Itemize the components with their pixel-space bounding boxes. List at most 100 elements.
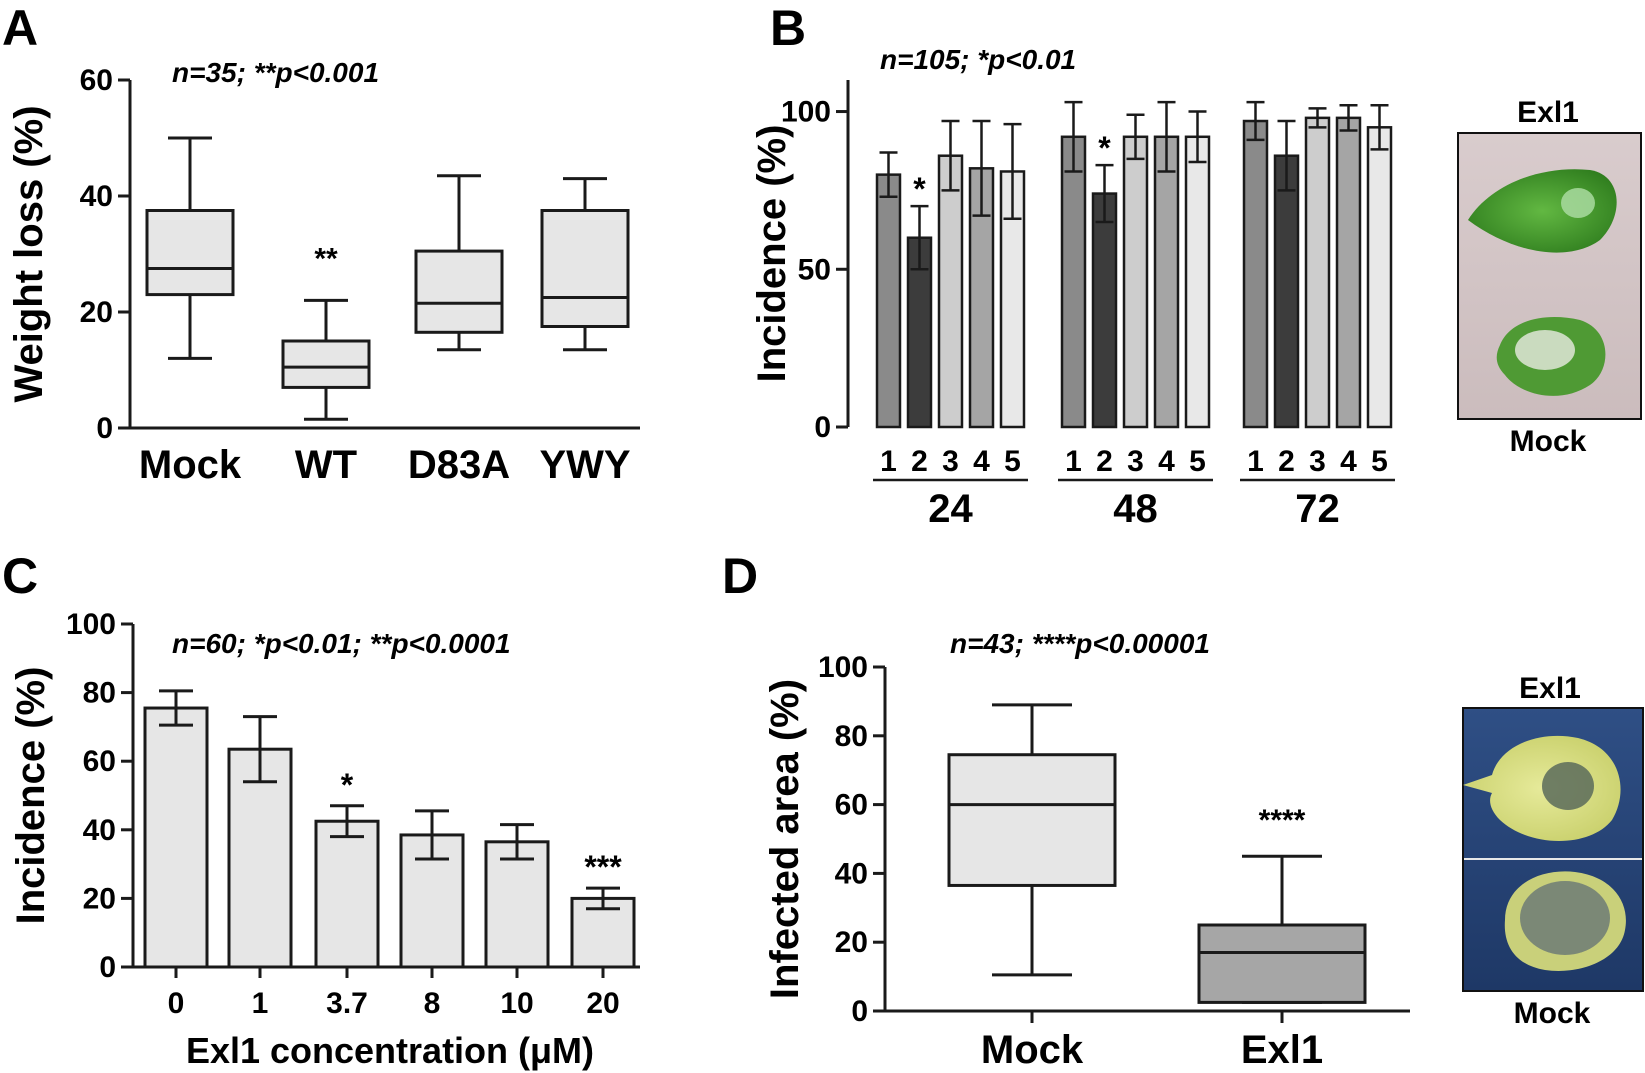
category-label: Mock xyxy=(981,1028,1084,1072)
bar xyxy=(1273,154,1300,429)
photo-b-top-label: Exl1 xyxy=(1517,96,1579,129)
panel-letter-b: B xyxy=(770,0,806,56)
bar xyxy=(143,706,209,969)
bar-index-label: 5 xyxy=(1189,445,1206,478)
y-tick-label: 0 xyxy=(99,951,116,984)
stats-annotation-c: n=60; *p<0.01; **p<0.0001 xyxy=(172,628,511,659)
box-iqr xyxy=(281,339,371,389)
y-tick-label: 0 xyxy=(96,412,113,445)
photo-d-top-label: Exl1 xyxy=(1519,672,1581,705)
x-axis-title: Exl1 concentration (μM) xyxy=(186,1030,594,1071)
lesion-mock-d xyxy=(1520,881,1610,955)
y-tick-label: 40 xyxy=(835,857,868,890)
bar xyxy=(1060,135,1087,429)
y-tick-label: 20 xyxy=(835,926,868,959)
bar-index-label: 4 xyxy=(1158,445,1175,478)
bar xyxy=(1184,135,1211,429)
y-tick-label: 0 xyxy=(814,411,831,444)
bar xyxy=(1091,192,1118,429)
x-tick-label: 8 xyxy=(424,987,441,1020)
y-tick-label: 80 xyxy=(835,720,868,753)
box-iqr xyxy=(414,249,504,334)
y-tick-label: 100 xyxy=(781,96,831,129)
leaf-photo-d: Exl1 Mock xyxy=(1462,672,1644,1030)
y-axis-title: Incidence (%) xyxy=(9,667,53,925)
bar-index-label: 5 xyxy=(1371,445,1388,478)
leaf-photo-b: Exl1 Mock xyxy=(1457,96,1642,458)
bar xyxy=(1242,119,1269,429)
bar-index-label: 5 xyxy=(1004,445,1021,478)
photo-b-bottom-label: Mock xyxy=(1510,425,1587,458)
box-iqr xyxy=(1197,923,1367,1004)
lesion-b xyxy=(1515,330,1575,370)
y-tick-label: 50 xyxy=(798,253,831,286)
x-tick-label: 0 xyxy=(168,987,185,1020)
significance-mark: ** xyxy=(314,242,338,275)
bar xyxy=(1122,135,1149,429)
bar-index-label: 4 xyxy=(1340,445,1357,478)
stats-annotation-d: n=43; ****p<0.00001 xyxy=(950,628,1210,659)
bar-index-label: 1 xyxy=(1065,445,1082,478)
y-tick-label: 80 xyxy=(83,677,116,710)
y-tick-label: 20 xyxy=(83,882,116,915)
box-iqr xyxy=(947,753,1117,887)
stats-annotation-a: n=35; **p<0.001 xyxy=(172,57,379,88)
bar xyxy=(484,840,550,969)
chart-c: 0 20 40 60 80 100 Incidence (%) 0 1 * 3.7 8 10 *** 20 E… xyxy=(9,608,640,1071)
y-axis-title: Incidence (%) xyxy=(750,125,794,383)
x-tick-label: 10 xyxy=(500,987,533,1020)
category-label: YWY xyxy=(539,443,630,487)
y-tick-label: 40 xyxy=(83,814,116,847)
significance-mark: * xyxy=(913,171,926,207)
bar-index-label: 3 xyxy=(942,445,959,478)
y-tick-label: 100 xyxy=(818,651,868,684)
bar-index-label: 3 xyxy=(1309,445,1326,478)
y-tick-label: 60 xyxy=(83,745,116,778)
box-iqr xyxy=(145,209,235,297)
photo-d-bottom-label: Mock xyxy=(1514,997,1591,1030)
bar-index-label: 1 xyxy=(1247,445,1264,478)
y-tick-label: 20 xyxy=(80,296,113,329)
y-tick-label: 60 xyxy=(835,789,868,822)
bar xyxy=(1304,116,1331,429)
y-tick-label: 40 xyxy=(80,180,113,213)
y-tick-label: 60 xyxy=(80,64,113,97)
y-tick-label: 0 xyxy=(851,995,868,1028)
category-label: D83A xyxy=(408,443,510,487)
category-label: Exl1 xyxy=(1241,1028,1323,1072)
significance-mark: *** xyxy=(584,849,622,885)
bar xyxy=(314,819,380,969)
bar xyxy=(1153,135,1180,429)
droplet-b xyxy=(1561,188,1595,218)
group-label: 24 xyxy=(928,487,973,531)
category-label: Mock xyxy=(139,443,242,487)
bar xyxy=(1366,126,1393,429)
group-label: 48 xyxy=(1113,487,1158,531)
bar-index-label: 4 xyxy=(973,445,990,478)
bar-index-label: 2 xyxy=(1096,445,1113,478)
chart-d: 0 20 40 60 80 100 Infected area (%) Mock Exl1 ***… xyxy=(763,651,1410,1072)
x-tick-label: 1 xyxy=(252,987,269,1020)
y-axis-title: Infected area (%) xyxy=(763,679,807,999)
category-label: WT xyxy=(295,443,357,487)
significance-mark: * xyxy=(341,767,354,803)
box-iqr xyxy=(540,209,630,328)
bar xyxy=(875,173,902,429)
bar xyxy=(1335,116,1362,429)
bar-index-label: 1 xyxy=(880,445,897,478)
lesion-exl1-d xyxy=(1542,762,1594,810)
chart-a: 0 20 40 60 Weight loss (%) Mock WT ** D83A YWY xyxy=(7,64,640,487)
bar-index-label: 2 xyxy=(1278,445,1295,478)
bar-index-label: 3 xyxy=(1127,445,1144,478)
panel-letter-d: D xyxy=(722,548,758,604)
significance-mark: **** xyxy=(1259,804,1306,837)
bar-index-label: 2 xyxy=(911,445,928,478)
y-tick-label: 100 xyxy=(66,608,116,641)
y-axis-title: Weight loss (%) xyxy=(7,105,51,402)
stats-annotation-b: n=105; *p<0.01 xyxy=(880,44,1076,75)
leaf-exl1-d xyxy=(1463,735,1621,841)
x-tick-label: 3.7 xyxy=(326,987,368,1020)
panel-letter-a: A xyxy=(2,0,38,56)
significance-mark: * xyxy=(1098,130,1111,166)
